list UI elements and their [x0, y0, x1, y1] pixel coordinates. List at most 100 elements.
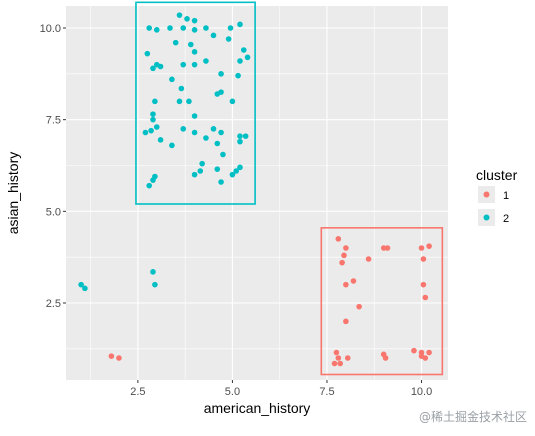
- points-layer: [78, 12, 432, 367]
- data-point: [188, 41, 194, 48]
- data-point: [356, 303, 362, 310]
- data-point: [82, 285, 88, 292]
- data-point: [116, 355, 122, 361]
- data-point: [337, 360, 344, 367]
- data-point: [176, 98, 183, 105]
- data-point: [343, 245, 349, 251]
- data-point: [150, 111, 156, 117]
- legend-label: 2: [503, 213, 509, 225]
- data-point: [191, 17, 198, 24]
- data-point: [235, 72, 241, 79]
- data-point: [146, 182, 153, 189]
- data-point: [153, 124, 160, 130]
- data-point: [150, 65, 156, 72]
- legend-swatch: [483, 191, 490, 198]
- data-point: [333, 349, 340, 356]
- data-point: [237, 58, 243, 64]
- data-point: [180, 25, 187, 31]
- data-point: [420, 281, 427, 288]
- data-point: [426, 243, 432, 249]
- y-axis-label: asian_history: [5, 152, 21, 235]
- data-point: [191, 129, 198, 136]
- data-point: [199, 160, 205, 167]
- data-point: [210, 126, 217, 132]
- data-point: [335, 236, 342, 242]
- y-tick-label: 2.5: [46, 298, 61, 310]
- data-point: [411, 347, 417, 354]
- annotation-layer: [135, 1, 444, 376]
- data-point: [142, 129, 149, 136]
- data-point: [365, 256, 372, 262]
- data-point: [220, 151, 226, 158]
- data-point: [203, 58, 209, 64]
- data-point: [152, 173, 158, 180]
- data-point: [150, 269, 156, 275]
- cluster-box: [320, 227, 444, 376]
- data-point: [237, 133, 243, 139]
- data-point: [176, 12, 183, 18]
- data-point: [191, 27, 198, 33]
- legend-title: cluster: [476, 167, 518, 183]
- data-point: [152, 281, 158, 288]
- legend: cluster 1 2: [476, 167, 518, 226]
- data-point: [184, 16, 190, 22]
- data-point: [186, 98, 192, 105]
- data-point: [344, 355, 351, 361]
- data-point: [210, 32, 217, 39]
- data-point: [169, 142, 175, 149]
- data-point: [426, 349, 432, 356]
- data-point: [169, 76, 175, 83]
- data-point: [420, 256, 427, 262]
- data-point: [178, 85, 185, 92]
- data-point: [191, 49, 198, 55]
- data-point: [384, 245, 391, 251]
- data-point: [218, 129, 224, 136]
- data-point: [197, 168, 204, 174]
- data-point: [218, 179, 224, 185]
- data-point: [218, 89, 224, 95]
- x-axis-label: american_history: [204, 400, 311, 416]
- data-point: [180, 61, 187, 68]
- y-tick-label: 5.0: [46, 206, 61, 218]
- data-point: [214, 140, 221, 147]
- data-point: [229, 98, 236, 105]
- data-point: [225, 36, 232, 42]
- y-tick-label: 10.0: [40, 23, 61, 35]
- data-point: [382, 355, 389, 361]
- data-point: [229, 171, 236, 178]
- x-tick-label: 10.0: [411, 386, 432, 398]
- y-tick-label: 7.5: [46, 115, 61, 127]
- data-point: [422, 294, 429, 301]
- data-point: [148, 127, 154, 134]
- legend-label: 1: [503, 190, 509, 202]
- data-point: [180, 126, 187, 132]
- x-axis: 2.5 5.0 7.5 10.0: [130, 380, 432, 398]
- data-point: [418, 349, 425, 356]
- data-point: [150, 116, 156, 123]
- data-point: [144, 50, 151, 57]
- data-point: [237, 21, 243, 28]
- grid-minor: [66, 6, 448, 380]
- data-point: [237, 164, 243, 171]
- data-point: [331, 360, 338, 367]
- data-point: [146, 25, 153, 31]
- x-tick-label: 2.5: [130, 386, 145, 398]
- data-point: [167, 25, 173, 31]
- data-point: [341, 252, 347, 259]
- data-point: [218, 71, 224, 77]
- data-point: [242, 133, 249, 139]
- data-point: [244, 54, 251, 61]
- data-point: [343, 281, 349, 288]
- data-point: [191, 61, 198, 68]
- data-point: [153, 27, 160, 33]
- data-point: [335, 355, 342, 361]
- data-point: [343, 318, 349, 325]
- data-point: [240, 47, 247, 53]
- data-point: [418, 245, 425, 251]
- data-point: [203, 135, 209, 141]
- data-point: [157, 137, 164, 143]
- data-point: [157, 63, 164, 70]
- data-point: [233, 168, 239, 174]
